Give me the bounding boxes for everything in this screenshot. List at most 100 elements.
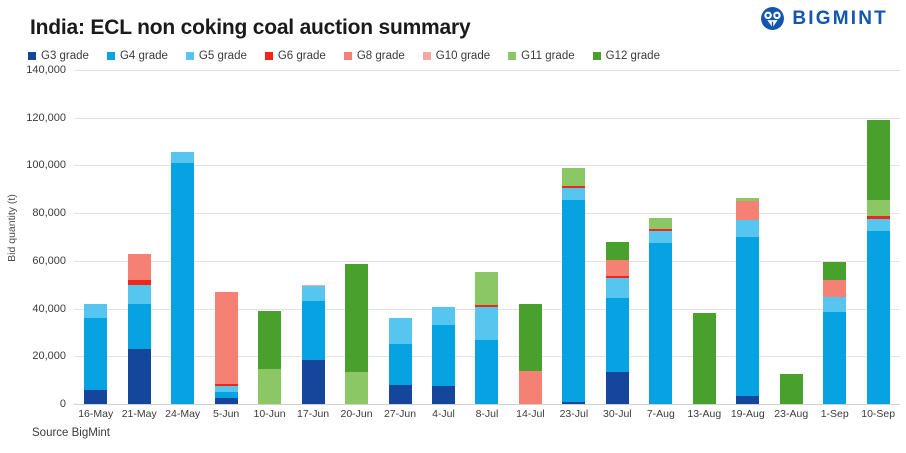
stacked-bar[interactable] (736, 197, 760, 404)
bar-segment-g5[interactable] (301, 285, 325, 302)
bar-segment-g5[interactable] (388, 318, 412, 345)
bar-segment-g6[interactable] (214, 384, 238, 387)
bar-segment-g6[interactable] (649, 228, 673, 232)
bar-segment-g3[interactable] (605, 371, 629, 404)
bar-segment-g3[interactable] (301, 359, 325, 404)
stacked-bar[interactable] (84, 303, 108, 404)
bar-segment-g3[interactable] (431, 386, 455, 404)
legend-item-g12[interactable]: G12 grade (592, 50, 660, 62)
bar-segment-g4[interactable] (866, 231, 890, 404)
bar-slot (509, 70, 552, 404)
bar-segment-g11[interactable] (866, 199, 890, 217)
bar-segment-g6[interactable] (475, 305, 499, 308)
bar-segment-g10[interactable] (301, 284, 325, 286)
bar-segment-g5[interactable] (127, 284, 151, 304)
stacked-bar[interactable] (475, 271, 499, 404)
bar-slot (291, 70, 334, 404)
stacked-bar[interactable] (301, 284, 325, 404)
stacked-bar[interactable] (779, 374, 803, 404)
x-axis-tick-label: 13-Aug (687, 408, 722, 420)
bar-segment-g4[interactable] (214, 392, 238, 399)
stacked-bar[interactable] (823, 262, 847, 404)
stacked-bar[interactable] (692, 313, 716, 404)
bar-segment-g4[interactable] (127, 303, 151, 350)
bar-segment-g4[interactable] (736, 237, 760, 396)
bar-segment-g4[interactable] (388, 344, 412, 385)
bar-segment-g12[interactable] (692, 313, 716, 404)
stacked-bar[interactable] (518, 303, 542, 404)
bar-segment-g8[interactable] (214, 291, 238, 385)
legend-item-g4[interactable]: G4 grade (106, 50, 168, 62)
bar-segment-g8[interactable] (736, 201, 760, 221)
bar-segment-g5[interactable] (431, 307, 455, 326)
bar-segment-g12[interactable] (518, 303, 542, 371)
bar-segment-g4[interactable] (823, 312, 847, 404)
bar-segment-g11[interactable] (345, 371, 369, 404)
bar-segment-g5[interactable] (605, 277, 629, 298)
bar-segment-g11[interactable] (475, 271, 499, 306)
bar-segment-g11[interactable] (736, 197, 760, 202)
bar-segment-g5[interactable] (214, 386, 238, 393)
bar-segment-g12[interactable] (779, 374, 803, 404)
stacked-bar[interactable] (866, 119, 890, 404)
bar-segment-g4[interactable] (171, 163, 195, 404)
bar-segment-g3[interactable] (214, 398, 238, 404)
stacked-bar[interactable] (605, 241, 629, 404)
bar-segment-g4[interactable] (605, 297, 629, 372)
legend-label: G3 grade (41, 50, 89, 62)
bar-segment-g11[interactable] (649, 218, 673, 229)
bar-segment-g6[interactable] (562, 186, 586, 189)
bar-segment-g5[interactable] (649, 231, 673, 243)
bar-segment-g5[interactable] (562, 188, 586, 201)
bar-segment-g12[interactable] (605, 241, 629, 260)
stacked-bar[interactable] (171, 152, 195, 404)
stacked-bar[interactable] (214, 291, 238, 404)
bar-segment-g11[interactable] (562, 168, 586, 187)
bar-segment-g4[interactable] (562, 200, 586, 402)
bar-segment-g8[interactable] (518, 370, 542, 404)
bar-segment-g8[interactable] (605, 259, 629, 276)
bar-segment-g5[interactable] (736, 220, 760, 238)
bar-segment-g12[interactable] (258, 310, 282, 370)
bar-segment-g6[interactable] (127, 279, 151, 285)
stacked-bar[interactable] (388, 318, 412, 404)
legend-label: G8 grade (356, 50, 405, 62)
legend-item-g5[interactable]: G5 grade (185, 50, 247, 62)
bar-segment-g5[interactable] (171, 152, 195, 164)
source-note: Source BigMint (32, 427, 110, 439)
bar-segment-g8[interactable] (823, 279, 847, 297)
bar-segment-g12[interactable] (866, 119, 890, 200)
stacked-bar[interactable] (127, 253, 151, 404)
bar-segment-g6[interactable] (866, 216, 890, 220)
bar-segment-g4[interactable] (475, 339, 499, 404)
bar-segment-g3[interactable] (736, 395, 760, 404)
bar-segment-g4[interactable] (431, 325, 455, 387)
bar-segment-g5[interactable] (84, 303, 108, 319)
bar-segment-g4[interactable] (649, 242, 673, 404)
bar-segment-g6[interactable] (605, 275, 629, 278)
bar-segment-g5[interactable] (823, 296, 847, 313)
bar-segment-g5[interactable] (866, 219, 890, 232)
stacked-bar[interactable] (431, 307, 455, 404)
legend-item-g6[interactable]: G6 grade (264, 50, 326, 62)
legend-item-g11[interactable]: G11 grade (508, 50, 575, 62)
stacked-bar[interactable] (649, 218, 673, 404)
bar-segment-g4[interactable] (84, 318, 108, 390)
bar-segment-g3[interactable] (84, 389, 108, 404)
bar-segment-g8[interactable] (127, 253, 151, 280)
bar-segment-g5[interactable] (475, 307, 499, 340)
stacked-bar[interactable] (562, 168, 586, 404)
bar-segment-g3[interactable] (127, 349, 151, 404)
stacked-bar[interactable] (258, 310, 282, 404)
bar-segment-g11[interactable] (258, 369, 282, 404)
stacked-bar[interactable] (345, 264, 369, 404)
legend-item-g8[interactable]: G8 grade (343, 50, 405, 62)
legend-item-g3[interactable]: G3 grade (28, 50, 89, 62)
bar-segment-g12[interactable] (823, 262, 847, 280)
legend-item-g10[interactable]: G10 grade (422, 50, 490, 62)
bar-segment-g3[interactable] (562, 401, 586, 404)
bar-segment-g4[interactable] (301, 301, 325, 360)
bar-segment-g3[interactable] (388, 384, 412, 404)
bar-slot (683, 70, 726, 404)
bar-segment-g12[interactable] (345, 264, 369, 372)
